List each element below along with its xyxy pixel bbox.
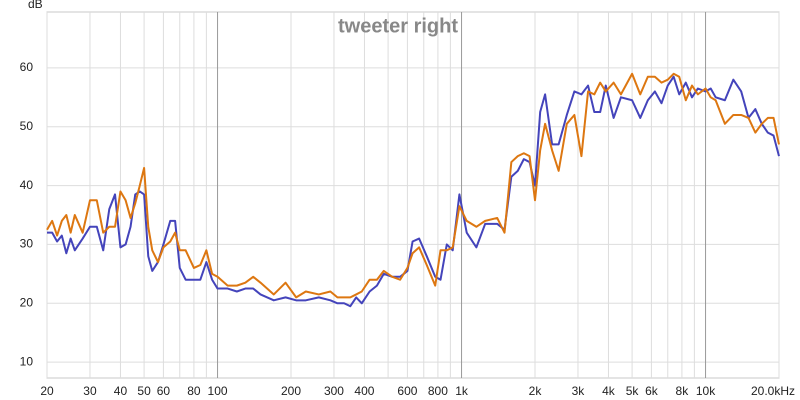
x-tick-label: 50 xyxy=(137,384,151,398)
x-tick-label: 2k xyxy=(529,384,543,398)
x-tick-label: 600 xyxy=(397,384,417,398)
series-line xyxy=(47,75,780,308)
y-tick-label: 10 xyxy=(20,354,34,368)
chart-title: tweeter right xyxy=(338,15,458,37)
x-tick-label: 400 xyxy=(354,384,374,398)
x-tick-label: 30 xyxy=(83,384,97,398)
x-tick-label: 6k xyxy=(645,384,659,398)
y-tick-label: 40 xyxy=(20,178,34,192)
x-tick-label: 4k xyxy=(602,384,616,398)
x-tick-label: 10k xyxy=(696,384,716,398)
x-tick-label: 80 xyxy=(187,384,201,398)
y-tick-label: 50 xyxy=(20,119,34,133)
x-tick-label: 3k xyxy=(572,384,586,398)
x-tick-label: 800 xyxy=(428,384,448,398)
series-line xyxy=(46,72,780,299)
x-tick-label: 1k xyxy=(455,384,469,398)
y-tick-label: 20 xyxy=(20,295,34,309)
y-tick-label: 60 xyxy=(20,60,34,74)
x-tick-label: 200 xyxy=(281,384,301,398)
y-axis-label: dB xyxy=(28,0,43,11)
plot-area xyxy=(46,11,780,379)
y-tick-label: 30 xyxy=(20,237,34,251)
x-tick-label: 8k xyxy=(676,384,690,398)
x-tick-label: 300 xyxy=(324,384,344,398)
x-tick-label: 20.0kHz xyxy=(751,384,795,398)
x-tick-label: 20 xyxy=(40,384,54,398)
x-tick-label: 100 xyxy=(208,384,228,398)
x-tick-label: 60 xyxy=(157,384,171,398)
x-tick-label: 40 xyxy=(114,384,128,398)
x-tick-label: 5k xyxy=(626,384,640,398)
